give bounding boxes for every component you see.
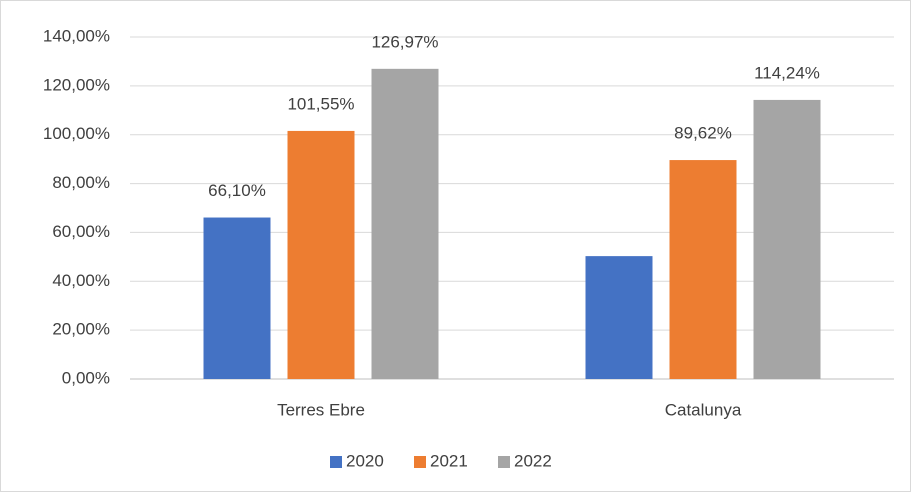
legend-swatch [498,456,510,468]
bar [753,99,821,379]
bar [669,160,737,379]
x-tick-label: Catalunya [665,400,742,419]
data-label: 101,55% [287,94,354,113]
legend-label: 2022 [514,451,552,470]
data-label: 126,97% [371,32,438,51]
legend-label: 2020 [346,451,384,470]
x-tick-label: Terres Ebre [277,400,365,419]
y-tick-label: 60,00% [52,222,110,241]
data-label: 114,24% [754,63,820,82]
bar [287,130,355,379]
y-tick-label: 0,00% [62,368,110,387]
data-label: 66,10% [208,181,266,200]
y-tick-label: 80,00% [52,173,110,192]
y-tick-label: 120,00% [43,75,110,94]
y-tick-label: 140,00% [43,26,110,45]
legend-swatch [414,456,426,468]
y-tick-label: 20,00% [52,320,110,339]
bar [371,68,439,379]
legend-swatch [330,456,342,468]
data-label: 89,62% [674,124,732,143]
bar [585,256,653,379]
y-tick-label: 100,00% [43,124,110,143]
y-tick-label: 40,00% [52,271,110,290]
bar [203,217,271,379]
legend-label: 2021 [430,451,468,470]
